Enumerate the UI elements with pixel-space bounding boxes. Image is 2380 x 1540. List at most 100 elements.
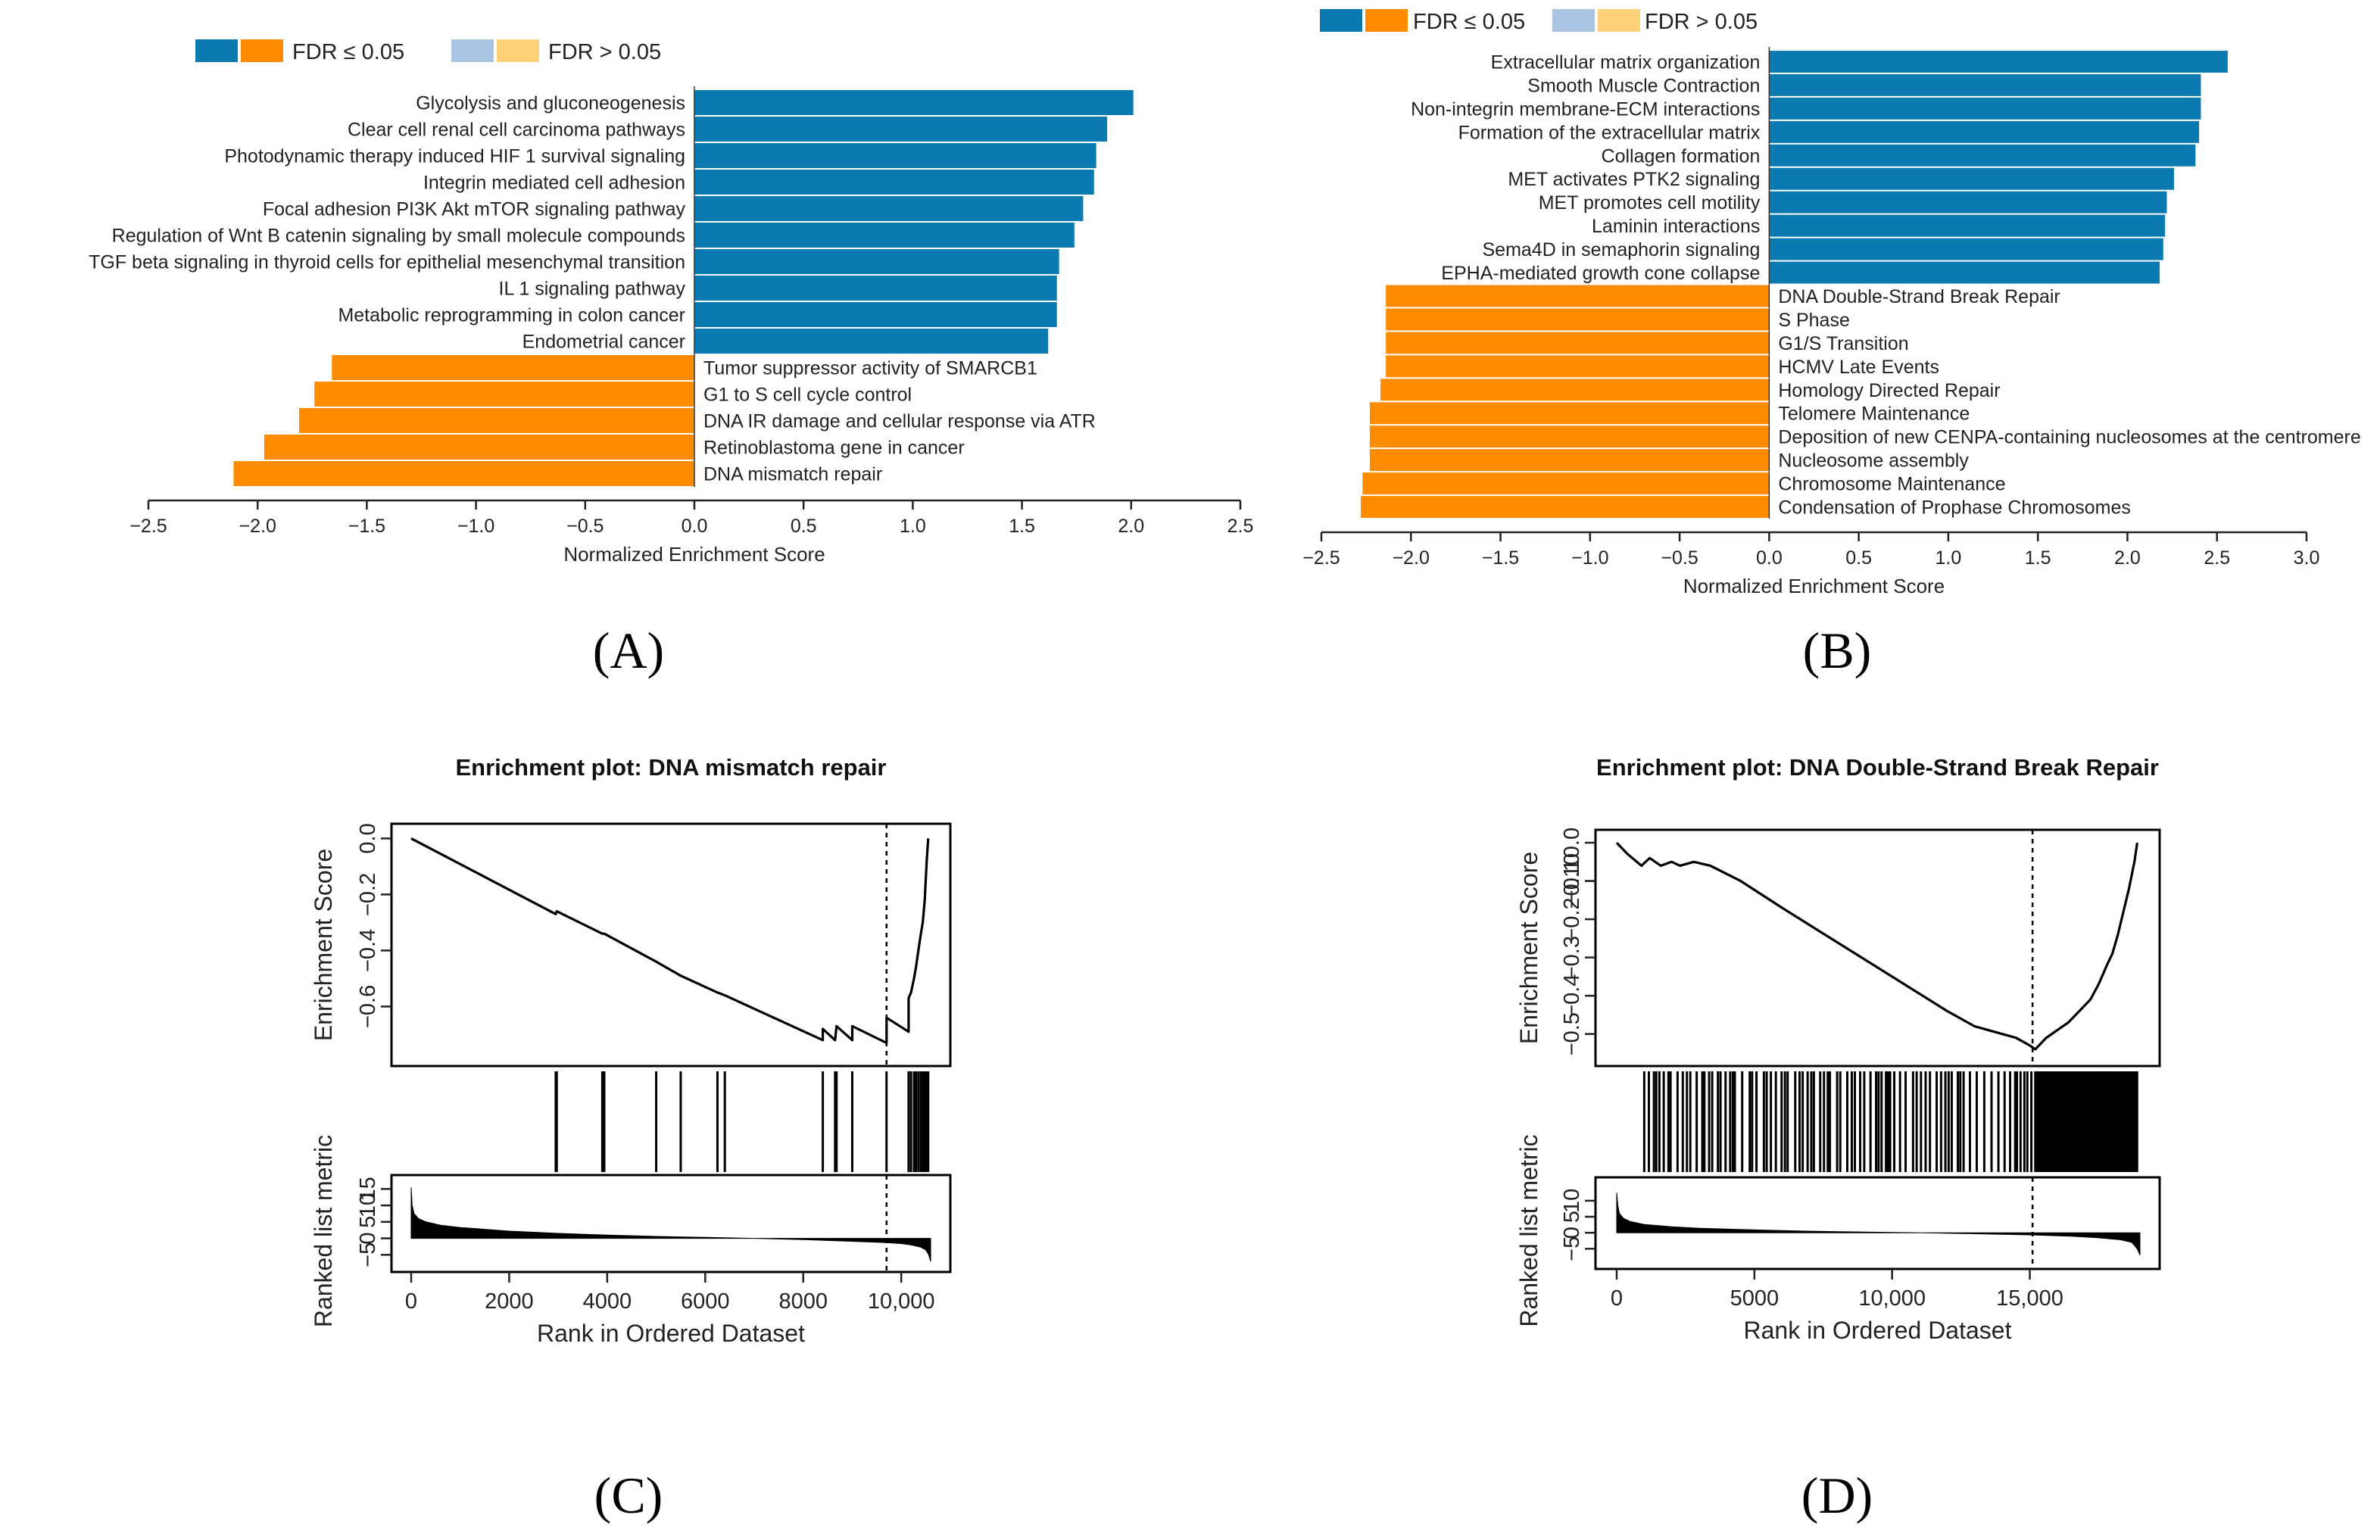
x-tick-label: 1.5 — [1009, 516, 1035, 537]
category-label: IL 1 signaling pathway — [499, 279, 686, 300]
bar — [1769, 167, 2174, 190]
x-tick-label: 15,000 — [1996, 1286, 2063, 1311]
x-tick-label: 2.0 — [2114, 547, 2141, 569]
category-label: Metabolic reprogramming in colon cancer — [338, 305, 685, 326]
bar — [1769, 97, 2201, 120]
metric-y-tick-label: 0 — [1560, 1227, 1584, 1239]
category-label: Endometrial cancer — [522, 332, 685, 353]
enrichment-plot-c: Enrichment plot: DNA mismatch repair 0.0 −… — [310, 754, 952, 1347]
x-tick-label: −0.5 — [566, 516, 604, 537]
bar — [1769, 120, 2200, 143]
es-y-tick-label: −0.2 — [1560, 897, 1584, 940]
category-label: Chromosome Maintenance — [1778, 474, 2005, 495]
x-tick-label: −2.0 — [239, 516, 276, 537]
legend-swatch-up-nonsignificant — [451, 39, 494, 62]
metric-frame — [390, 1174, 952, 1273]
legend-swatch-up-nonsignificant — [1552, 9, 1595, 32]
x-tick-label: −1.5 — [1482, 547, 1519, 569]
metric-y-tick-label: 15 — [356, 1177, 380, 1201]
plot-title: Enrichment plot: DNA mismatch repair — [455, 754, 886, 781]
x-tick-label: 2.5 — [2204, 547, 2230, 569]
category-label: Tumor suppressor activity of SMARCB1 — [703, 358, 1037, 379]
x-tick-label: 10,000 — [1858, 1286, 1926, 1311]
bar — [1369, 426, 1770, 448]
x-tick-label: 0 — [1611, 1286, 1623, 1311]
bar — [1386, 285, 1770, 307]
bar — [1369, 402, 1770, 425]
category-label: DNA Double-Strand Break Repair — [1778, 286, 2060, 307]
ranked-metric-area — [1616, 1192, 2141, 1255]
category-label: Homology Directed Repair — [1778, 380, 2000, 401]
category-label: S Phase — [1778, 310, 1850, 331]
x-axis-title: Normalized Enrichment Score — [1683, 575, 1945, 597]
x-tick-label: 0.5 — [1845, 547, 1872, 569]
category-label: MET promotes cell motility — [1539, 192, 1761, 214]
bar — [1769, 238, 2163, 260]
legend-label-nonsignificant: FDR > 0.05 — [1645, 10, 1758, 34]
legend-a: FDR ≤ 0.05 FDR > 0.05 — [195, 39, 661, 64]
enrichment-plot-d: Enrichment plot: DNA Double-Strand Break… — [1515, 754, 2161, 1344]
x-tick-label: 0.0 — [682, 516, 708, 537]
x-tick-label: −1.0 — [1571, 547, 1608, 569]
es-y-tick-label: 0.0 — [356, 823, 380, 853]
metric-y-tick-label: 10 — [1560, 1189, 1584, 1213]
category-label: G1 to S cell cycle control — [703, 385, 912, 406]
x-tick-label: 2.0 — [1118, 516, 1144, 537]
x-tick-label: 0.5 — [791, 516, 817, 537]
category-label: Condensation of Prophase Chromosomes — [1778, 497, 2131, 519]
bar — [332, 355, 694, 380]
ranked-metric-area — [410, 1187, 931, 1262]
es-frame — [390, 822, 952, 1068]
category-label: G1/S Transition — [1778, 333, 1908, 354]
es-curve — [1615, 841, 2138, 1051]
bar — [1386, 308, 1770, 331]
bar — [694, 249, 1059, 274]
category-label: Collagen formation — [1602, 145, 1761, 167]
x-tick-label: 1.0 — [900, 516, 926, 537]
bar — [694, 143, 1096, 168]
es-y-tick-label: −0.2 — [356, 873, 380, 916]
category-label: Clear cell renal cell carcinoma pathways — [348, 120, 685, 141]
category-label: Photodynamic therapy induced HIF 1 survi… — [224, 146, 685, 167]
es-y-tick-label: −0.1 — [1560, 859, 1584, 902]
x-tick-label: −1.5 — [348, 516, 385, 537]
es-y-tick-label: −0.3 — [1560, 936, 1584, 979]
bar — [1769, 51, 2228, 73]
category-label: Focal adhesion PI3K Akt mTOR signaling p… — [263, 199, 686, 220]
category-label: Non-integrin membrane-ECM interactions — [1411, 98, 1760, 120]
x-tick-label: 0.0 — [1756, 547, 1783, 569]
es-curve — [410, 837, 930, 1045]
legend-swatch-up-significant — [195, 39, 238, 62]
category-label: EPHA-mediated growth cone collapse — [1441, 263, 1760, 284]
category-label: Smooth Muscle Contraction — [1527, 75, 1760, 96]
metric-frame — [1594, 1176, 2161, 1270]
bar — [694, 117, 1108, 142]
bar — [298, 408, 695, 433]
category-label: Formation of the extracellular matrix — [1458, 122, 1761, 143]
x-tick-label: 10,000 — [868, 1289, 935, 1314]
x-axis-title: Rank in Ordered Dataset — [537, 1320, 805, 1347]
x-tick-label: 2.5 — [1227, 516, 1254, 537]
bar — [233, 461, 694, 486]
bar — [694, 223, 1075, 248]
bar — [694, 276, 1057, 301]
legend-swatch-down-significant — [241, 39, 283, 62]
es-y-axis-title: Enrichment Score — [1515, 852, 1542, 1044]
bar — [694, 329, 1049, 354]
bar — [1369, 449, 1770, 472]
bar — [1361, 496, 1770, 518]
bar — [694, 302, 1057, 327]
metric-y-tick-label: 0 — [356, 1232, 380, 1244]
es-y-tick-label: −0.6 — [356, 985, 380, 1028]
es-y-axis-title: Enrichment Score — [310, 849, 337, 1041]
metric-y-tick-label: 5 — [1560, 1211, 1584, 1223]
x-tick-label: −0.5 — [1661, 547, 1698, 569]
bar — [1362, 472, 1770, 495]
metric-y-tick-label: −5 — [356, 1242, 380, 1267]
bar — [1769, 191, 2167, 214]
plot-title: Enrichment plot: DNA Double-Strand Break… — [1596, 754, 2159, 781]
bar — [694, 196, 1084, 221]
category-label: MET activates PTK2 signaling — [1508, 169, 1760, 190]
x-tick-label: 6000 — [681, 1289, 730, 1314]
bar — [314, 382, 694, 407]
